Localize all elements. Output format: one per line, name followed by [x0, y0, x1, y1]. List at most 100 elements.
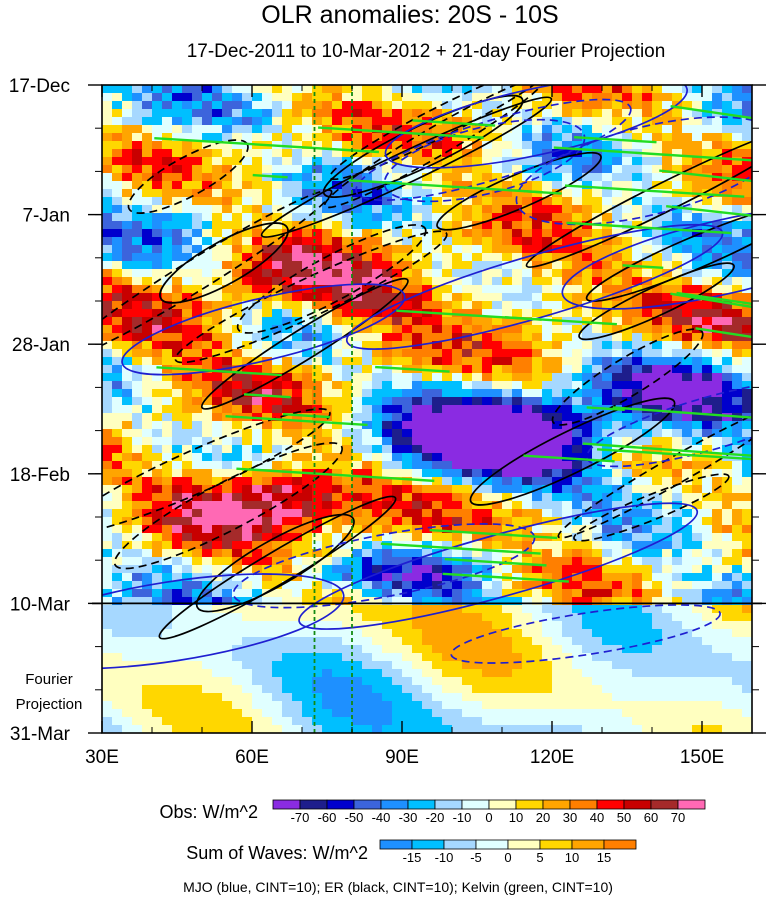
heatmap-cell	[572, 629, 583, 638]
heatmap-cell	[272, 413, 283, 422]
heatmap-cell	[662, 437, 673, 446]
heatmap-cell	[552, 229, 563, 238]
heatmap-cell	[722, 261, 733, 270]
heatmap-cell	[692, 685, 703, 694]
heatmap-cell	[122, 621, 133, 630]
heatmap-cell	[172, 85, 183, 94]
heatmap-cell	[172, 237, 183, 246]
heatmap-cell	[622, 157, 633, 166]
heatmap-cell	[282, 381, 293, 390]
heatmap-cell	[372, 413, 383, 422]
heatmap-cell	[352, 605, 363, 614]
heatmap-cell	[742, 421, 752, 430]
heatmap-cell	[162, 653, 173, 662]
heatmap-cell	[202, 157, 213, 166]
heatmap-cell	[352, 525, 363, 534]
heatmap-cell	[642, 125, 653, 134]
heatmap-cell	[632, 453, 643, 462]
heatmap-cell	[282, 253, 293, 262]
heatmap-cell	[162, 589, 173, 598]
heatmap-cell	[292, 437, 303, 446]
heatmap-cell	[562, 693, 573, 702]
heatmap-cell	[182, 269, 193, 278]
heatmap-cell	[392, 509, 403, 518]
heatmap-cell	[132, 309, 143, 318]
heatmap-cell	[262, 173, 273, 182]
heatmap-cell	[212, 157, 223, 166]
heatmap-cell	[542, 373, 553, 382]
heatmap-cell	[572, 357, 583, 366]
heatmap-cell	[472, 205, 483, 214]
heatmap-cell	[462, 469, 473, 478]
heatmap-cell	[422, 93, 433, 102]
heatmap-cell	[742, 293, 752, 302]
heatmap-cell	[562, 333, 573, 342]
heatmap-cell	[392, 605, 403, 614]
heatmap-cell	[392, 653, 403, 662]
heatmap-cell	[112, 445, 123, 454]
heatmap-cell	[172, 165, 183, 174]
heatmap-cell	[362, 501, 373, 510]
heatmap-cell	[362, 661, 373, 670]
heatmap-cell	[232, 341, 243, 350]
heatmap-cell	[302, 237, 313, 246]
heatmap-cell	[112, 101, 123, 110]
heatmap-cell	[212, 461, 223, 470]
heatmap-cell	[202, 293, 213, 302]
heatmap-cell	[362, 213, 373, 222]
heatmap-cell	[552, 581, 563, 590]
heatmap-cell	[192, 525, 203, 534]
heatmap-cell	[572, 261, 583, 270]
heatmap-cell	[312, 253, 323, 262]
heatmap-cell	[242, 405, 253, 414]
heatmap-cell	[442, 509, 453, 518]
heatmap-cell	[612, 629, 623, 638]
heatmap-cell	[222, 293, 233, 302]
heatmap-cell	[482, 637, 493, 646]
heatmap-cell	[502, 365, 513, 374]
heatmap-cell	[562, 685, 573, 694]
heatmap-cell	[492, 173, 503, 182]
heatmap-cell	[562, 389, 573, 398]
heatmap-cell	[162, 293, 173, 302]
heatmap-cell	[312, 285, 323, 294]
heatmap-cell	[592, 365, 603, 374]
heatmap-cell	[122, 557, 133, 566]
heatmap-cell	[382, 141, 393, 150]
heatmap-cell	[602, 357, 613, 366]
heatmap-cell	[142, 237, 153, 246]
heatmap-cell	[312, 245, 323, 254]
heatmap-cell	[552, 589, 563, 598]
heatmap-cell	[672, 549, 683, 558]
heatmap-cell	[512, 365, 523, 374]
heatmap-cell	[742, 517, 752, 526]
heatmap-cell	[242, 333, 253, 342]
heatmap-cell	[622, 669, 633, 678]
heatmap-cell	[212, 637, 223, 646]
heatmap-cell	[502, 693, 513, 702]
heatmap-cell	[172, 445, 183, 454]
heatmap-cell	[162, 453, 173, 462]
heatmap-cell	[212, 557, 223, 566]
heatmap-cell	[242, 213, 253, 222]
heatmap-cell	[582, 597, 593, 606]
heatmap-cell	[632, 557, 643, 566]
heatmap-cell	[702, 309, 713, 318]
heatmap-cell	[642, 93, 653, 102]
heatmap-cell	[132, 165, 143, 174]
heatmap-cell	[392, 333, 403, 342]
heatmap-cell	[382, 621, 393, 630]
heatmap-cell	[122, 597, 133, 606]
heatmap-cell	[402, 333, 413, 342]
heatmap-cell	[612, 181, 623, 190]
heatmap-cell	[642, 629, 653, 638]
heatmap-cell	[722, 269, 733, 278]
heatmap-cell	[432, 525, 443, 534]
heatmap-cell	[302, 517, 313, 526]
heatmap-cell	[432, 613, 443, 622]
heatmap-cell	[462, 157, 473, 166]
heatmap-cell	[282, 157, 293, 166]
heatmap-cell	[212, 93, 223, 102]
heatmap-cell	[172, 581, 183, 590]
heatmap-cell	[642, 269, 653, 278]
